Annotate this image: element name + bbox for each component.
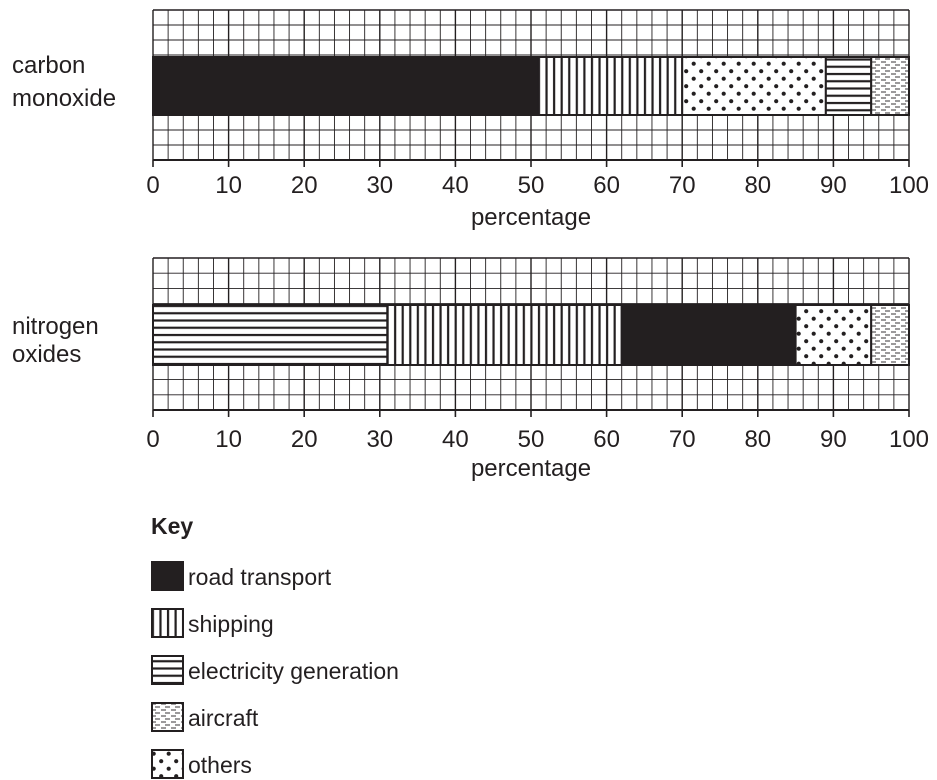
legend-title: Key bbox=[151, 513, 193, 539]
x-tick-label: 40 bbox=[442, 426, 469, 453]
x-tick-label: 10 bbox=[215, 426, 242, 453]
legend-item-aircraft: aircraft bbox=[151, 702, 259, 732]
legend-label: aircraft bbox=[188, 705, 259, 731]
category-label: oxides bbox=[12, 341, 81, 368]
bar-segment-aircraft bbox=[870, 304, 911, 366]
bar-segment-electricity-generation bbox=[824, 56, 873, 116]
legend-item-others: others bbox=[151, 749, 252, 779]
carbon-monoxide-chart: 0 10 20 30 40 50 60 70 80 90 100 percentage carbon mo… bbox=[12, 9, 929, 231]
category-label: monoxide bbox=[12, 85, 116, 112]
legend-item-shipping: shipping bbox=[151, 608, 274, 638]
x-tick-label: 30 bbox=[366, 172, 393, 199]
x-tick-label: 80 bbox=[744, 426, 771, 453]
x-tick-label: 90 bbox=[820, 172, 847, 199]
x-axis-label: percentage bbox=[471, 204, 591, 231]
legend-label: road transport bbox=[188, 564, 332, 590]
x-tick-label: 70 bbox=[669, 426, 696, 453]
x-tick-label: 70 bbox=[669, 172, 696, 199]
x-tick-label: 100 bbox=[889, 172, 929, 199]
legend-swatch bbox=[151, 561, 184, 591]
x-tick-label: 50 bbox=[518, 172, 545, 199]
legend-swatch bbox=[151, 702, 184, 732]
bar-segment-electricity-generation bbox=[152, 304, 389, 366]
legend-swatch bbox=[151, 749, 184, 779]
x-tick-label: 60 bbox=[593, 426, 620, 453]
nitrogen-oxides-chart: 0 10 20 30 40 50 60 70 80 90 100 percentage nitrogen… bbox=[12, 257, 929, 482]
bar-segment-road-transport bbox=[152, 56, 540, 116]
x-tick-label: 20 bbox=[291, 426, 318, 453]
x-axis-label: percentage bbox=[471, 455, 591, 482]
category-label: carbon bbox=[12, 52, 85, 79]
x-tick-label: 90 bbox=[820, 426, 847, 453]
bar-segment-road-transport bbox=[620, 304, 797, 366]
legend-item-electricity-generation: electricity generation bbox=[151, 655, 399, 685]
bar-segment-aircraft bbox=[870, 56, 911, 116]
x-tick-label: 50 bbox=[518, 426, 545, 453]
x-tick-label: 100 bbox=[889, 426, 929, 453]
x-tick-label: 60 bbox=[593, 172, 620, 199]
legend-swatch bbox=[151, 608, 184, 638]
bar-segment-others bbox=[681, 56, 827, 116]
legend: Key road transport shipping electricity ge… bbox=[151, 513, 399, 779]
x-tick-label: 20 bbox=[291, 172, 318, 199]
x-tick-label: 40 bbox=[442, 172, 469, 199]
x-tick-label: 0 bbox=[146, 426, 159, 453]
bar-segment-others bbox=[794, 304, 873, 366]
x-tick-label: 80 bbox=[744, 172, 771, 199]
x-tick-label: 30 bbox=[366, 426, 393, 453]
legend-label: others bbox=[188, 752, 252, 778]
legend-swatch bbox=[151, 655, 184, 685]
x-tick-label: 0 bbox=[146, 172, 159, 199]
bar-segment-shipping bbox=[537, 56, 684, 116]
legend-label: electricity generation bbox=[188, 658, 399, 684]
category-label: nitrogen bbox=[12, 313, 99, 340]
x-tick-label: 10 bbox=[215, 172, 242, 199]
legend-item-road-transport: road transport bbox=[151, 561, 332, 591]
bar-segment-shipping bbox=[386, 304, 623, 366]
legend-label: shipping bbox=[188, 611, 274, 637]
